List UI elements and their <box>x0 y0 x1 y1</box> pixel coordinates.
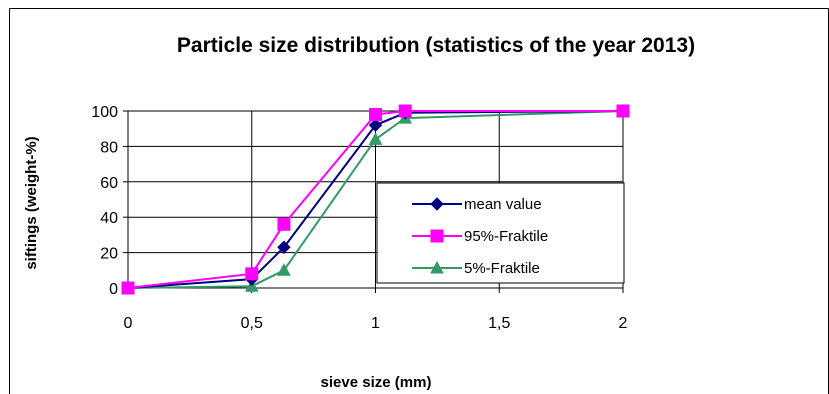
y-tick-label-4: 80 <box>100 139 118 156</box>
x-axis-label: sieve size (mm) <box>321 374 432 391</box>
legend-label-2: 5%-Fraktile <box>464 260 540 277</box>
series-1-point-0 <box>121 281 135 295</box>
series-line-2 <box>127 110 624 289</box>
legend: mean value 95%-Fraktile 5%-Fraktile <box>376 182 625 284</box>
y-tick-label-1: 20 <box>100 246 118 263</box>
series-0-point-2 <box>277 240 291 254</box>
series-line-0 <box>127 110 624 289</box>
y-axis-label: siftings (weight-%) <box>23 136 40 269</box>
series-1-point-4 <box>398 104 412 118</box>
y-tick-label-2: 40 <box>100 210 118 227</box>
chart-frame: Particle size distribution (statistics o… <box>9 8 829 394</box>
plot-area: 0 20 40 60 80 100 0 0,5 1 1,5 2 <box>91 103 630 332</box>
legend-label-0: mean value <box>464 196 542 213</box>
y-tick-label-5: 100 <box>91 104 118 121</box>
x-tick-label-1: 0,5 <box>241 315 263 332</box>
series-1-point-1 <box>245 267 259 281</box>
legend-label-1: 95%-Fraktile <box>464 228 548 245</box>
y-tick-label-0: 0 <box>109 281 118 298</box>
series-2-point-3 <box>368 132 383 145</box>
chart-title: Particle size distribution (statistics o… <box>177 34 695 57</box>
x-tick-label-3: 1,5 <box>488 315 510 332</box>
y-tick-label-3: 60 <box>100 175 118 192</box>
series-2-point-2 <box>277 263 291 276</box>
legend-marker-1 <box>430 229 444 243</box>
legend-marker-2 <box>430 260 444 274</box>
legend-marker-0 <box>430 197 444 211</box>
series-1-point-3 <box>369 108 382 122</box>
series-line-1 <box>127 110 623 289</box>
series-1-point-2 <box>277 217 291 231</box>
x-tick-label-2: 1 <box>371 315 380 332</box>
legend-box <box>376 182 625 284</box>
x-tick-label-0: 0 <box>124 315 133 332</box>
chart-svg: Particle size distribution (statistics o… <box>9 8 829 394</box>
x-tick-label-4: 2 <box>619 315 628 332</box>
series-1-point-5 <box>616 104 630 118</box>
series-0-point-3 <box>368 118 383 132</box>
